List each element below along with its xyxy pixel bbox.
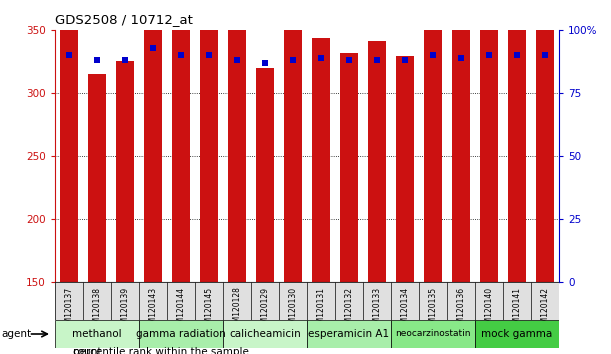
Bar	[536, 0, 554, 282]
Text: esperamicin A1: esperamicin A1	[309, 329, 390, 339]
Bar	[256, 68, 274, 282]
Point	[92, 57, 102, 63]
Bar	[531, 282, 559, 320]
Bar	[172, 0, 190, 282]
Text: GSM120135: GSM120135	[428, 286, 437, 333]
Point	[120, 57, 130, 63]
Bar	[475, 282, 503, 320]
Point	[512, 52, 522, 58]
Point	[316, 55, 326, 61]
Bar	[223, 320, 307, 348]
Text: GSM120130: GSM120130	[288, 286, 298, 333]
Bar	[55, 282, 83, 320]
Text: agent: agent	[2, 329, 32, 339]
Bar	[391, 320, 475, 348]
Bar	[307, 320, 391, 348]
Point	[288, 57, 298, 63]
Text: GSM120133: GSM120133	[373, 286, 381, 333]
Text: GSM120145: GSM120145	[205, 286, 213, 333]
Text: neocarzinostatin: neocarzinostatin	[395, 330, 470, 338]
Point	[260, 60, 270, 65]
Bar	[503, 282, 531, 320]
Bar	[139, 282, 167, 320]
Text: GSM120129: GSM120129	[260, 286, 269, 332]
Bar	[340, 53, 358, 282]
Text: GSM120138: GSM120138	[92, 286, 101, 332]
Bar	[167, 282, 195, 320]
Bar	[111, 282, 139, 320]
Point	[64, 52, 74, 58]
Bar	[368, 41, 386, 282]
Bar	[279, 282, 307, 320]
Bar	[139, 320, 223, 348]
Bar	[396, 56, 414, 282]
Point	[204, 52, 214, 58]
Text: GSM120143: GSM120143	[148, 286, 158, 333]
Bar	[447, 282, 475, 320]
Point	[344, 57, 354, 63]
Text: GSM120131: GSM120131	[316, 286, 326, 332]
Bar	[480, 0, 498, 282]
Text: GSM120144: GSM120144	[177, 286, 186, 333]
Text: GDS2508 / 10712_at: GDS2508 / 10712_at	[55, 13, 193, 27]
Bar	[284, 0, 302, 282]
Text: GSM120136: GSM120136	[456, 286, 466, 333]
Text: GSM120128: GSM120128	[233, 286, 241, 332]
Text: GSM120140: GSM120140	[485, 286, 494, 333]
Point	[540, 52, 550, 58]
Text: GSM120139: GSM120139	[120, 286, 130, 333]
Bar	[312, 38, 330, 282]
Bar	[335, 282, 363, 320]
Bar	[83, 282, 111, 320]
Text: gamma radiation: gamma radiation	[136, 329, 226, 339]
Bar	[307, 282, 335, 320]
Bar	[144, 0, 162, 282]
Bar	[195, 282, 223, 320]
Point	[400, 57, 410, 63]
Point	[456, 55, 466, 61]
Bar	[475, 320, 559, 348]
Text: mock gamma: mock gamma	[481, 329, 552, 339]
Bar	[116, 62, 134, 282]
Bar	[228, 0, 246, 282]
Bar	[508, 0, 526, 282]
Point	[428, 52, 438, 58]
Point	[176, 52, 186, 58]
Bar	[200, 0, 218, 282]
Bar	[424, 0, 442, 282]
Point	[148, 45, 158, 51]
Text: calicheamicin: calicheamicin	[229, 329, 301, 339]
Text: GSM120137: GSM120137	[65, 286, 73, 333]
Bar	[251, 282, 279, 320]
Text: GSM120132: GSM120132	[345, 286, 354, 332]
Bar	[363, 282, 391, 320]
Bar	[419, 282, 447, 320]
Bar	[223, 282, 251, 320]
Text: methanol: methanol	[72, 329, 122, 339]
Bar	[88, 74, 106, 282]
Point	[232, 57, 242, 63]
Text: GSM120142: GSM120142	[541, 286, 549, 332]
Bar	[391, 282, 419, 320]
Bar	[60, 13, 78, 282]
Text: count: count	[73, 347, 102, 354]
Point	[372, 57, 382, 63]
Bar	[55, 320, 139, 348]
Text: percentile rank within the sample: percentile rank within the sample	[73, 347, 249, 354]
Bar	[452, 20, 470, 282]
Text: GSM120134: GSM120134	[400, 286, 409, 333]
Point	[484, 52, 494, 58]
Text: GSM120141: GSM120141	[513, 286, 522, 332]
